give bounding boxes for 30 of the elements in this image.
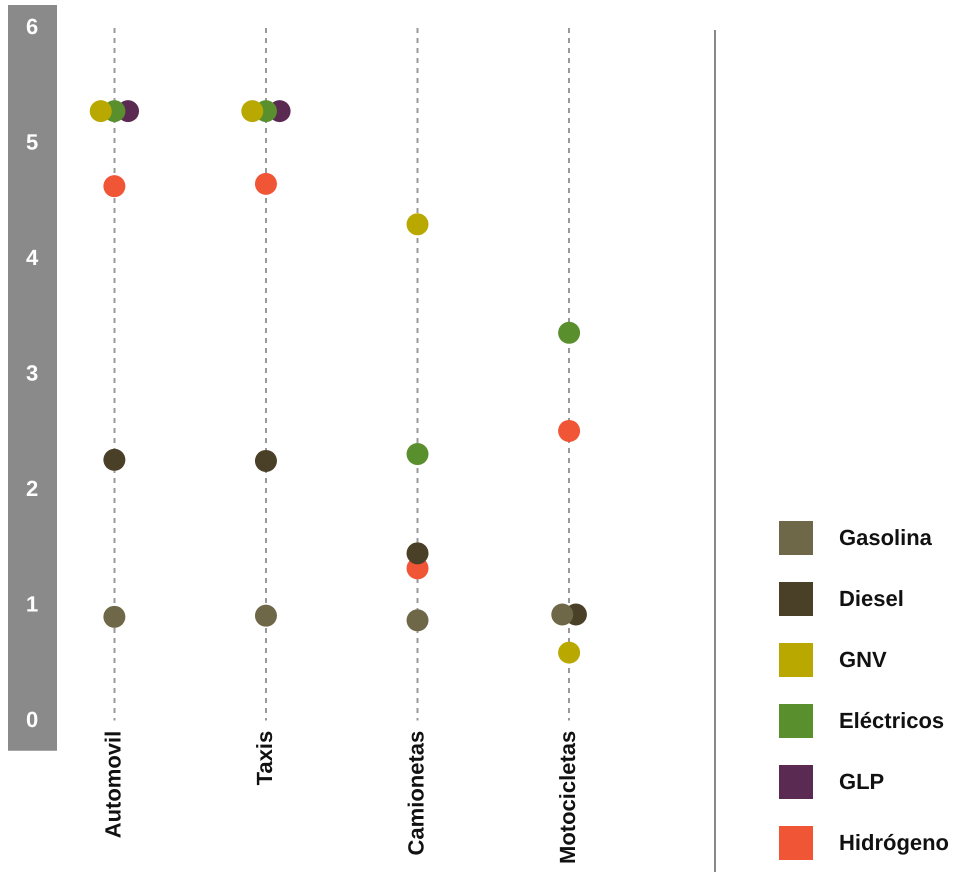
point: [558, 642, 580, 664]
legend-label: Eléctricos: [839, 708, 944, 734]
x-tick-label: Camionetas: [404, 730, 429, 856]
y-tick-label: 1: [26, 591, 38, 616]
y-tick-label: 5: [26, 130, 38, 155]
point: [254, 450, 277, 472]
x-tick-label: Taxis: [252, 730, 278, 786]
point: [103, 175, 126, 198]
point: [558, 420, 580, 442]
y-tick-label: 6: [26, 14, 38, 40]
y-tick-label: 3: [26, 360, 38, 386]
point: [406, 443, 429, 466]
legend-label: Diesel: [839, 586, 904, 612]
y-tick-label: 2: [26, 476, 38, 501]
legend-label: Gasolina: [839, 525, 932, 551]
legend-label: GNV: [839, 647, 887, 673]
point: [254, 604, 277, 627]
legend-label: GLP: [839, 769, 884, 795]
point: [103, 448, 126, 471]
y-tick-label: 0: [26, 706, 38, 732]
legend-label: Hidrógeno: [839, 830, 949, 856]
y-tick-label: 4: [26, 244, 39, 270]
x-tick-label: Motocicletas: [555, 730, 580, 864]
point: [254, 172, 277, 195]
point: [558, 322, 580, 344]
x-tick-label: Automovil: [100, 730, 126, 838]
point: [103, 606, 126, 628]
point: [406, 609, 429, 632]
point: [406, 542, 429, 564]
point: [406, 213, 429, 236]
